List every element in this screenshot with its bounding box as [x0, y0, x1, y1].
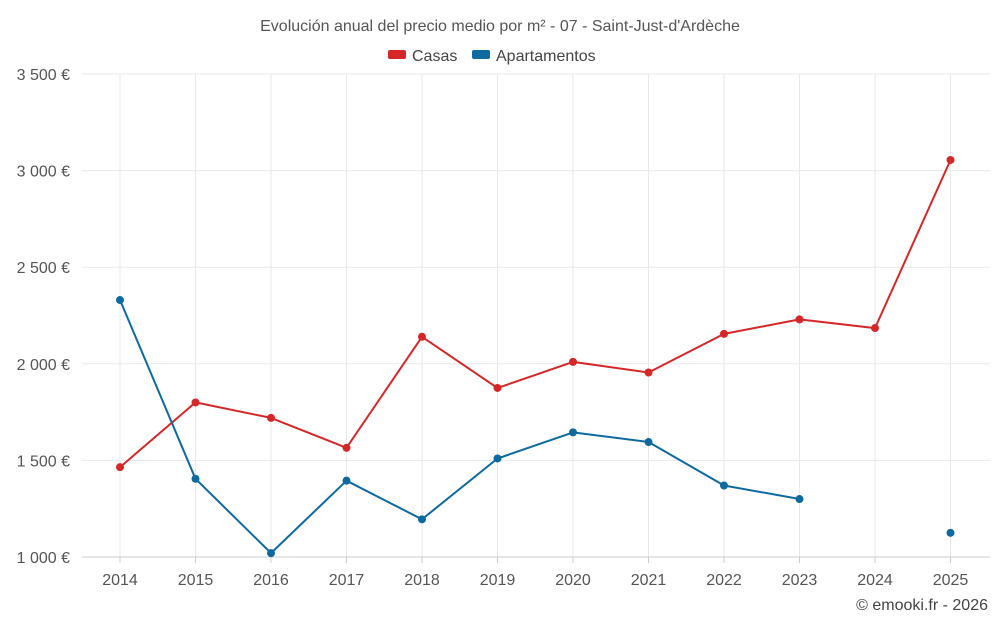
y-tick-label: 3 500 €	[17, 67, 70, 84]
x-tick-label: 2025	[933, 572, 969, 589]
data-point-apartamentos[interactable]	[569, 428, 577, 437]
data-point-apartamentos[interactable]	[644, 438, 653, 447]
x-tick-label: 2021	[631, 572, 667, 589]
series-line-apartamentos	[119, 299, 800, 555]
x-tick-label: 2018	[404, 572, 440, 589]
data-point-apartamentos[interactable]	[418, 515, 426, 524]
y-tick-label: 2 000 €	[17, 357, 70, 374]
legend-label-apartamentos: Apartamentos	[496, 48, 596, 65]
x-tick-label: 2022	[706, 572, 742, 589]
data-point-apartamentos[interactable]	[493, 454, 502, 463]
x-tick-label: 2014	[102, 572, 138, 589]
data-point-apartamentos[interactable]	[116, 296, 124, 305]
data-point-casas[interactable]	[720, 329, 728, 338]
x-tick-label: 2020	[555, 572, 591, 589]
x-tick-label: 2016	[253, 572, 289, 589]
data-point-apartamentos[interactable]	[946, 528, 955, 537]
data-point-apartamentos[interactable]	[191, 474, 200, 483]
series-line-casas	[119, 159, 952, 468]
data-point-casas[interactable]	[191, 398, 200, 407]
legend-item-apartamentos[interactable]: Apartamentos	[472, 48, 596, 65]
data-point-casas[interactable]	[342, 443, 351, 452]
axes: 1 000 € 1 500 € 2 000 € 2 500 € 3 000 € 3 500…	[17, 67, 990, 589]
y-tick-label: 2 500 €	[17, 260, 70, 277]
data-point-casas[interactable]	[569, 357, 577, 366]
x-tick-label: 2023	[782, 572, 818, 589]
y-tick-label: 1 500 €	[17, 453, 70, 470]
data-point-casas[interactable]	[871, 324, 879, 333]
legend-swatch-apartamentos	[472, 50, 490, 59]
data-point-apartamentos[interactable]	[342, 476, 351, 485]
x-tick-label: 2019	[480, 572, 516, 589]
legend-swatch-casas	[388, 50, 406, 59]
data-point-casas[interactable]	[267, 413, 275, 422]
data-point-casas[interactable]	[946, 155, 955, 164]
legend-item-casas[interactable]: Casas	[388, 48, 457, 65]
x-tick-label: 2017	[329, 572, 365, 589]
credit-text: © emooki.fr - 2026	[856, 597, 988, 614]
data-point-apartamentos[interactable]	[267, 549, 275, 558]
x-tick-label: 2024	[857, 572, 893, 589]
chart-title: Evolución anual del precio medio por m² …	[260, 18, 740, 35]
y-tick-label: 1 000 €	[17, 550, 70, 567]
grid	[82, 73, 990, 558]
data-point-casas[interactable]	[644, 368, 653, 377]
data-point-casas[interactable]	[418, 332, 426, 341]
x-tick-label: 2015	[178, 572, 214, 589]
data-point-apartamentos[interactable]	[795, 495, 804, 504]
legend-label-casas: Casas	[412, 48, 457, 65]
legend: Casas Apartamentos	[388, 48, 596, 65]
y-tick-label: 3 000 €	[17, 164, 70, 181]
data-point-casas[interactable]	[493, 383, 502, 392]
data-point-casas[interactable]	[116, 463, 124, 472]
data-point-casas[interactable]	[795, 315, 804, 324]
data-point-apartamentos[interactable]	[720, 481, 728, 490]
series	[116, 155, 955, 558]
